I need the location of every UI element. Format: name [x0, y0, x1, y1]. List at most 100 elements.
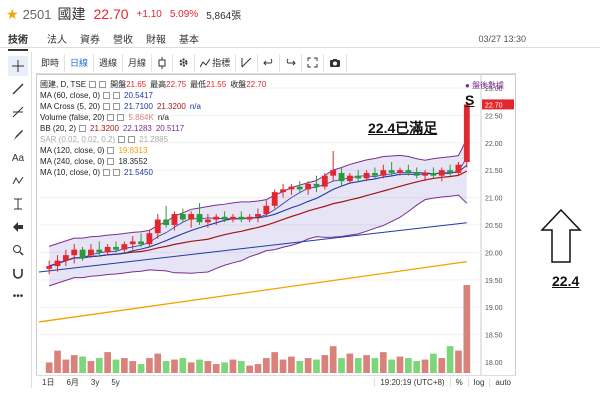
candle-type-button[interactable] [152, 53, 174, 72]
legend-settings-icon[interactable] [99, 81, 107, 88]
magnet-icon[interactable] [8, 263, 28, 283]
after-hours-text: 盤後數據 [472, 81, 505, 90]
redo-icon[interactable] [280, 53, 303, 72]
tab-basic[interactable]: 基本 [179, 35, 199, 46]
volume-bar [79, 356, 86, 373]
volume-bar [254, 364, 262, 373]
crosshair-icon[interactable] [8, 56, 28, 76]
candle-body [163, 219, 170, 225]
macross-settings-icon[interactable] [113, 103, 121, 110]
volume-bar [121, 358, 128, 373]
star-icon[interactable]: ★ [6, 5, 19, 22]
candle-body [171, 214, 178, 225]
camera-icon[interactable] [324, 53, 348, 72]
last-price-tag-label: 22.70 [485, 102, 503, 109]
volume-bar [413, 361, 421, 373]
sar-settings-icon[interactable] [128, 136, 136, 143]
volume-bar [405, 358, 412, 373]
sar-eye-icon[interactable] [118, 136, 126, 143]
ma120-eye-icon[interactable] [107, 147, 115, 154]
candle-body [188, 214, 195, 220]
volume-bar [271, 352, 279, 373]
monthly-button[interactable]: 月線 [123, 53, 153, 72]
indicators-label: 指標 [212, 58, 231, 68]
candle-body [146, 233, 153, 245]
fib-icon[interactable] [8, 102, 28, 122]
back-arrow-icon[interactable] [8, 217, 28, 237]
pattern-icon[interactable] [8, 171, 28, 191]
y-tick-label: 21.00 [485, 196, 503, 203]
candle-body [230, 216, 236, 220]
volume-eye-icon[interactable] [107, 114, 115, 121]
volume-bar [129, 361, 137, 373]
ma10-label: MA (10, close, 0) [40, 168, 101, 177]
candle-body [305, 183, 312, 190]
ma60-eye-icon[interactable] [103, 92, 111, 99]
ma60-label: MA (60, close, 0) [40, 91, 101, 100]
trade-volume: 5,864張 [206, 10, 242, 22]
volume-bar [388, 359, 395, 373]
bb-eye-icon[interactable] [79, 125, 87, 132]
auto-toggle[interactable]: auto [489, 378, 516, 387]
after-hours-label[interactable]: ● 盤後數據 [465, 81, 505, 90]
volume-bar [54, 350, 61, 373]
log-toggle[interactable]: log [467, 378, 490, 387]
ma10-settings-icon[interactable] [113, 169, 121, 176]
macross-eye-icon[interactable] [103, 103, 111, 110]
range-5y[interactable]: 5y [111, 377, 120, 387]
trendline-icon[interactable] [8, 79, 28, 99]
volume-bar [221, 362, 228, 373]
range-6m[interactable]: 6月 [66, 377, 79, 387]
y-tick-label: 19.00 [485, 305, 503, 312]
settings-gear-icon[interactable] [173, 53, 196, 72]
sar-value: 21.2885 [139, 135, 169, 144]
tab-institutional[interactable]: 法人 [47, 35, 67, 46]
tab-technical[interactable]: 技術 [8, 31, 28, 51]
intraday-button[interactable]: 即時 [36, 53, 66, 72]
undo-icon[interactable] [258, 53, 281, 72]
tab-margin[interactable]: 資券 [80, 35, 100, 46]
text-tool-icon[interactable]: Aa [11, 152, 25, 164]
volume-value: 5.864K [128, 113, 154, 122]
candle-body [438, 170, 445, 176]
clock-readout: 19:20:19 (UTC+8) [374, 378, 449, 387]
measure-icon[interactable] [8, 194, 28, 214]
indicators-button[interactable]: 指標 [195, 53, 237, 72]
last-price-tag [482, 99, 514, 110]
price-change: +1.10 [136, 8, 162, 20]
volume-bar [229, 359, 237, 373]
ma10-eye-icon[interactable] [103, 169, 111, 176]
ma60-settings-icon[interactable] [113, 92, 121, 99]
candle-body [447, 170, 454, 173]
fullscreen-icon[interactable] [302, 53, 325, 72]
daily-button[interactable]: 日線 [65, 53, 95, 72]
brush-icon[interactable] [8, 125, 28, 145]
zoom-icon[interactable] [8, 240, 28, 260]
tab-revenue[interactable]: 營收 [113, 35, 133, 46]
legend-ma240: MA (240, close, 0) 18.3552 [40, 156, 340, 167]
legend-eye-icon[interactable] [89, 81, 97, 88]
ma240-eye-icon[interactable] [107, 158, 115, 165]
range-3y[interactable]: 3y [90, 377, 100, 387]
indicator-legend: 國建, D, TSE 開盤 21.65 最高 22.75 最低 21.55 收盤… [40, 79, 340, 178]
weekly-button[interactable]: 週線 [94, 53, 124, 72]
candle-body [271, 192, 278, 206]
candle-body [196, 214, 203, 223]
compare-icon[interactable] [236, 53, 259, 72]
volume-bar [304, 358, 312, 373]
range-1d[interactable]: 1日 [42, 377, 55, 387]
tab-financials[interactable]: 財報 [146, 35, 166, 46]
candle-body [313, 183, 320, 187]
stock-code: 2501 [22, 6, 52, 22]
volume-bar [179, 358, 187, 373]
volume-settings-icon[interactable] [117, 114, 125, 121]
volume-bar [346, 353, 354, 373]
percent-toggle[interactable]: % [449, 378, 468, 387]
volume-bar [87, 361, 95, 373]
volume-bar [95, 358, 103, 373]
candle-body [388, 170, 395, 173]
volume-bar [70, 355, 78, 373]
more-tools-icon[interactable]: ••• [12, 290, 24, 302]
bb-mid-value: 21.3200 [90, 124, 119, 133]
candle-body [179, 214, 186, 220]
